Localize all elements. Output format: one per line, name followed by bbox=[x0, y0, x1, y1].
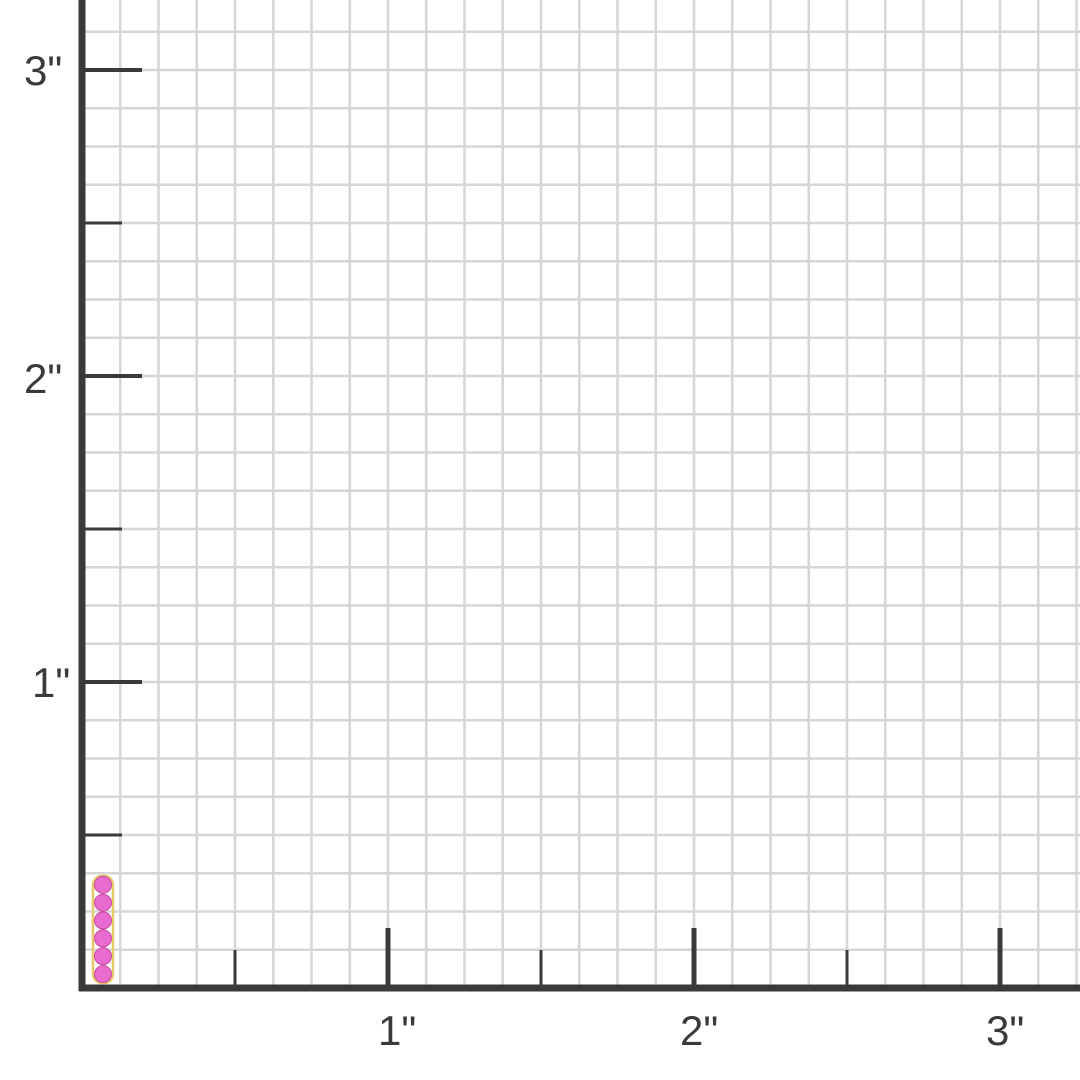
y-label-3: 3" bbox=[24, 47, 63, 94]
earring-stone bbox=[94, 947, 112, 966]
x-label-1: 1" bbox=[378, 1007, 417, 1054]
earring-stone bbox=[94, 929, 112, 948]
earring-stone bbox=[94, 875, 112, 894]
x-label-2: 2" bbox=[680, 1007, 719, 1054]
earring-stone bbox=[94, 893, 112, 912]
x-label-3: 3" bbox=[986, 1007, 1025, 1054]
y-label-2: 2" bbox=[24, 355, 63, 402]
earring-stone bbox=[94, 965, 112, 984]
earring-stone bbox=[94, 911, 112, 930]
y-label-1: 1" bbox=[32, 659, 71, 706]
